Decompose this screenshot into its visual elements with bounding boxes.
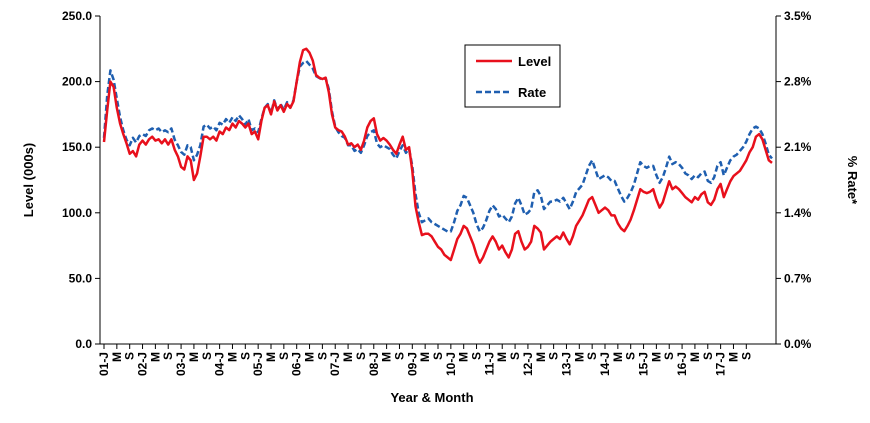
legend-box: [464, 44, 561, 108]
y-tick-label-left: 200.0: [62, 75, 92, 89]
axes-layer: 0.0 50.0 100.0 150.0 200.0 250.0 0.0% 0.7% 1.4% 2…: [21, 9, 860, 405]
x-tick-label: S: [161, 352, 175, 360]
legend: Level Rate: [464, 44, 561, 108]
x-tick-label: 05-J: [251, 352, 265, 376]
x-tick-label: 03-J: [174, 352, 188, 376]
x-tick-label: S: [547, 352, 561, 360]
y-tick-label-left: 50.0: [69, 271, 93, 285]
y-tick-label-right: 0.7%: [784, 271, 812, 285]
x-tick-label: M: [649, 352, 663, 362]
x-tick-label: M: [457, 352, 471, 362]
x-tick-label: 08-J: [367, 352, 381, 376]
y-tick-label-right: 2.1%: [784, 140, 812, 154]
x-tick-label: M: [303, 352, 317, 362]
x-tick-label: 04-J: [213, 352, 227, 376]
y-tick-label-left: 150.0: [62, 140, 92, 154]
x-tick-label: 07-J: [328, 352, 342, 376]
x-tick-label: M: [611, 352, 625, 362]
series-layer: [102, 47, 773, 264]
x-tick-label: M: [341, 352, 355, 362]
x-tick-label: 02-J: [136, 352, 150, 376]
x-tick-label: S: [200, 352, 214, 360]
x-tick-label: S: [739, 352, 753, 360]
legend-label-level: Level: [518, 54, 551, 69]
x-tick-label: 09-J: [405, 352, 419, 376]
x-tick-label: S: [508, 352, 522, 360]
x-tick-label: S: [624, 352, 638, 360]
y-tick-label-left: 0.0: [75, 337, 92, 351]
x-axis-title: Year & Month: [390, 390, 473, 405]
x-tick-label: 17-J: [714, 352, 728, 376]
x-tick-label: S: [123, 352, 137, 360]
y-tick-label-right: 0.0%: [784, 337, 812, 351]
x-tick-label: 14-J: [598, 352, 612, 376]
x-tick-label: 01-J: [97, 352, 111, 376]
x-tick-label: M: [418, 352, 432, 362]
x-tick-label: 06-J: [290, 352, 304, 376]
x-tick-label: S: [354, 352, 368, 360]
x-tick-label: M: [225, 352, 239, 362]
x-tick-label: 13-J: [559, 352, 573, 376]
y-tick-label-right: 3.5%: [784, 9, 812, 23]
x-tick-label: M: [148, 352, 162, 362]
x-tick-label: S: [701, 352, 715, 360]
x-tick-label: S: [470, 352, 484, 360]
x-tick-label: S: [585, 352, 599, 360]
x-tick-label: M: [572, 352, 586, 362]
x-tick-label: M: [187, 352, 201, 362]
x-tick-label: S: [431, 352, 445, 360]
x-tick-label: S: [662, 352, 676, 360]
y-tick-label-left: 250.0: [62, 9, 92, 23]
x-tick-label: M: [726, 352, 740, 362]
y-tick-label-right: 2.8%: [784, 75, 812, 89]
y-tick-label-right: 1.4%: [784, 206, 812, 220]
x-tick-label: 15-J: [637, 352, 651, 376]
y-axis-title-left: Level (000s): [21, 143, 36, 217]
y-tick-label-left: 100.0: [62, 206, 92, 220]
series-line-level: [102, 47, 773, 264]
series-line-rate: [102, 59, 773, 233]
x-tick-label: M: [534, 352, 548, 362]
x-tick-label: M: [688, 352, 702, 362]
x-tick-label: 16-J: [675, 352, 689, 376]
x-tick-label: M: [380, 352, 394, 362]
x-tick-label: S: [315, 352, 329, 360]
x-tick-label: 10-J: [444, 352, 458, 376]
x-tick-label: M: [264, 352, 278, 362]
x-tick-label: M: [110, 352, 124, 362]
legend-label-rate: Rate: [518, 85, 546, 100]
y-axis-title-right: % Rate*: [845, 156, 860, 205]
x-tick-label: S: [277, 352, 291, 360]
x-tick-label: M: [495, 352, 509, 362]
x-tick-label: S: [392, 352, 406, 360]
x-tick-label: S: [238, 352, 252, 360]
x-tick-label: 12-J: [521, 352, 535, 376]
x-tick-label: 11-J: [482, 352, 496, 375]
